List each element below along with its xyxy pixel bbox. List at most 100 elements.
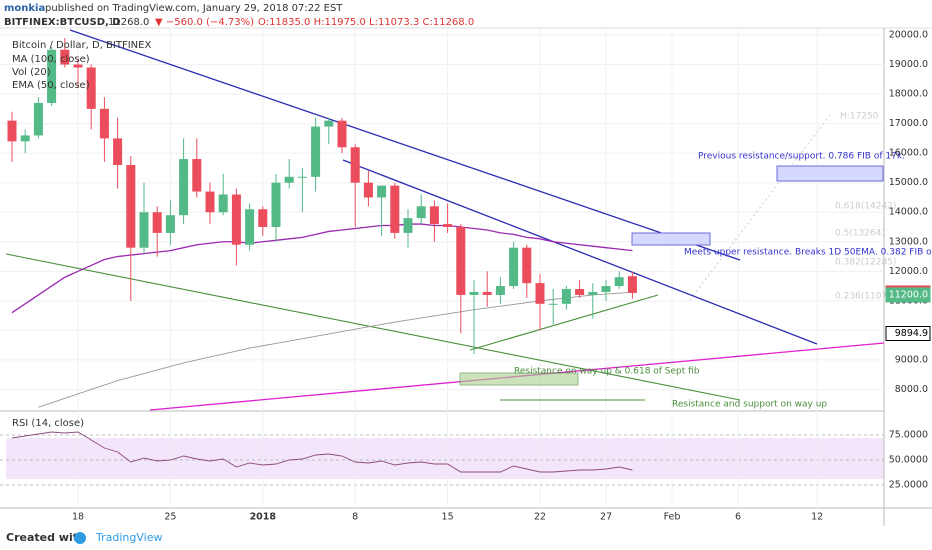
x-tick-label: Feb [664, 512, 681, 523]
candle-body [113, 138, 123, 165]
candle-body [390, 185, 400, 233]
candle-body [7, 120, 17, 142]
candle-body [403, 218, 413, 233]
trend-line [69, 29, 741, 261]
candle-body [443, 224, 453, 228]
y-tick-label: 12000.0 [889, 266, 928, 277]
zone [459, 372, 579, 386]
candle-body [469, 291, 479, 295]
candle-body [548, 303, 558, 305]
candle-body [179, 159, 189, 216]
zone [631, 232, 711, 246]
ohlc: O:11835.0 H:11975.0 L:11073.3 C:11268.0 [258, 17, 474, 28]
y-tick-label: 8000.0 [895, 384, 928, 395]
x-tick-label: 25 [164, 512, 176, 523]
fib-label: 0.236(11075) [835, 292, 896, 302]
candle-body [561, 289, 571, 304]
annotation: Meets upper resistance. Breaks 1D 50EMA.… [684, 248, 932, 258]
candle-body [218, 194, 228, 213]
annotation: Previous resistance/support. 0.786 FIB o… [698, 152, 905, 162]
candle-body [535, 283, 545, 304]
candle-body [126, 164, 136, 248]
y-tick-label: 20000.0 [889, 30, 928, 41]
legend-item: Vol (20) [12, 67, 51, 78]
y-tick-label: 9000.0 [895, 354, 928, 365]
candle-body [33, 102, 43, 136]
trend-line [5, 253, 741, 401]
rsi-tick-label: 25.0000 [889, 480, 928, 491]
change: ▼ −560.0 (−4.73%) [155, 17, 254, 28]
footer-created: Created with [6, 531, 86, 544]
candle-body [522, 247, 532, 284]
y-tick-label: 16000.0 [889, 148, 928, 159]
legend-item: EMA (50, close) [12, 80, 90, 91]
candle-body [429, 206, 439, 225]
candle-body [47, 49, 57, 103]
x-tick-label: 8 [352, 512, 358, 523]
candle-body [245, 209, 255, 245]
candle-body [363, 182, 373, 198]
rsi-legend: RSI (14, close) [12, 418, 84, 429]
candle-body [416, 206, 426, 219]
candle-body [324, 120, 334, 127]
x-tick-label: 22 [534, 512, 546, 523]
y-tick-label: 14000.0 [889, 207, 928, 218]
candle-body [377, 185, 387, 198]
candle-body [456, 227, 466, 295]
candle-body [152, 212, 162, 233]
y-tick-label: 17000.0 [889, 118, 928, 129]
rsi-band [6, 438, 884, 479]
x-tick-label: 12 [811, 512, 823, 523]
x-tick-label: 18 [72, 512, 84, 523]
indicator-line [11, 223, 633, 314]
last: 11268.0 [108, 17, 149, 28]
fib-label: 0.5(13264) [835, 229, 885, 239]
published: published on TradingView.com, January 29… [45, 3, 343, 14]
candle-body [337, 120, 347, 148]
logo [74, 532, 86, 544]
candle-body [627, 276, 637, 293]
candle-body [165, 215, 175, 233]
candle-body [231, 194, 241, 245]
candle-body [284, 176, 294, 183]
candle-body [205, 191, 215, 213]
candle-body [20, 135, 30, 142]
rsi-line [11, 431, 633, 473]
candle-body [297, 176, 307, 178]
annotation: Resistance and support on way up [672, 400, 827, 410]
zone [776, 165, 884, 182]
candle-body [86, 67, 96, 109]
candle-body [311, 126, 321, 177]
x-tick-label: 6 [735, 512, 741, 523]
y-tick-label: 18000.0 [889, 89, 928, 100]
candle-body [495, 286, 505, 295]
candle-body [99, 108, 109, 139]
price-label: 9894.9 [895, 328, 928, 339]
price-label: 11200.0 [889, 289, 928, 300]
y-tick-label: 19000.0 [889, 59, 928, 70]
rsi-tick-label: 75.0000 [889, 430, 928, 441]
x-tick-label: 15 [442, 512, 454, 523]
price-label-box [885, 325, 931, 341]
candle-body [73, 64, 83, 68]
trend-line [469, 294, 659, 351]
candle-body [509, 247, 519, 287]
x-tick-label: 2018 [250, 512, 277, 523]
candle-body [60, 49, 70, 65]
candle-body [575, 289, 585, 295]
y-tick-label: 13000.0 [889, 236, 928, 247]
fib-label: 0.618(14242) [835, 202, 896, 212]
price-label-box [885, 287, 931, 303]
candle-body [350, 147, 360, 183]
annotation: Resistance on way up & 0.618 of Sept fib [514, 367, 700, 377]
rsi-tick-label: 50.0000 [889, 455, 928, 466]
indicator-line [38, 291, 633, 408]
fib-label: H:17250 [840, 112, 879, 122]
symbol: BITFINEX:BTCUSD, D [4, 17, 121, 28]
footer-brand[interactable]: TradingView [95, 531, 162, 544]
candle-body [258, 209, 268, 228]
x-tick-label: 27 [600, 512, 612, 523]
author[interactable]: monkia [4, 3, 45, 14]
candle-body [192, 159, 202, 192]
